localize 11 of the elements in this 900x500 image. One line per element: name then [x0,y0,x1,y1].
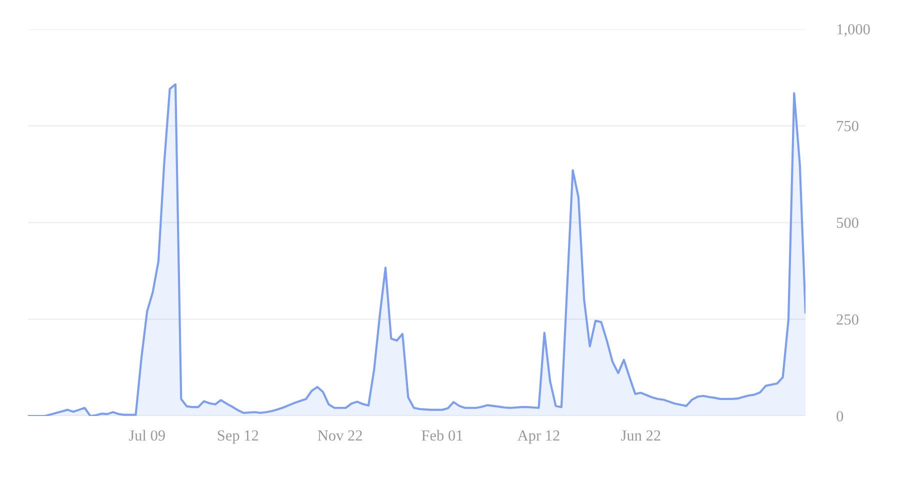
x-tick-label: Jun 22 [621,430,660,441]
y-tick-label: 1,000 [837,24,870,37]
x-tick-label: Sep 12 [218,430,258,444]
y-tick-label: 750 [837,120,858,132]
y-tick-label: 500 [836,218,858,228]
x-tick-label: Apr 12 [517,430,560,444]
x-tick-label: Feb 01 [422,430,462,441]
x-tick-label: Jul 09 [128,430,165,441]
x-tick-label: Nov 22 [318,430,362,441]
y-tick-label: 0 [836,411,844,422]
y-tick-label: 250 [836,314,858,325]
